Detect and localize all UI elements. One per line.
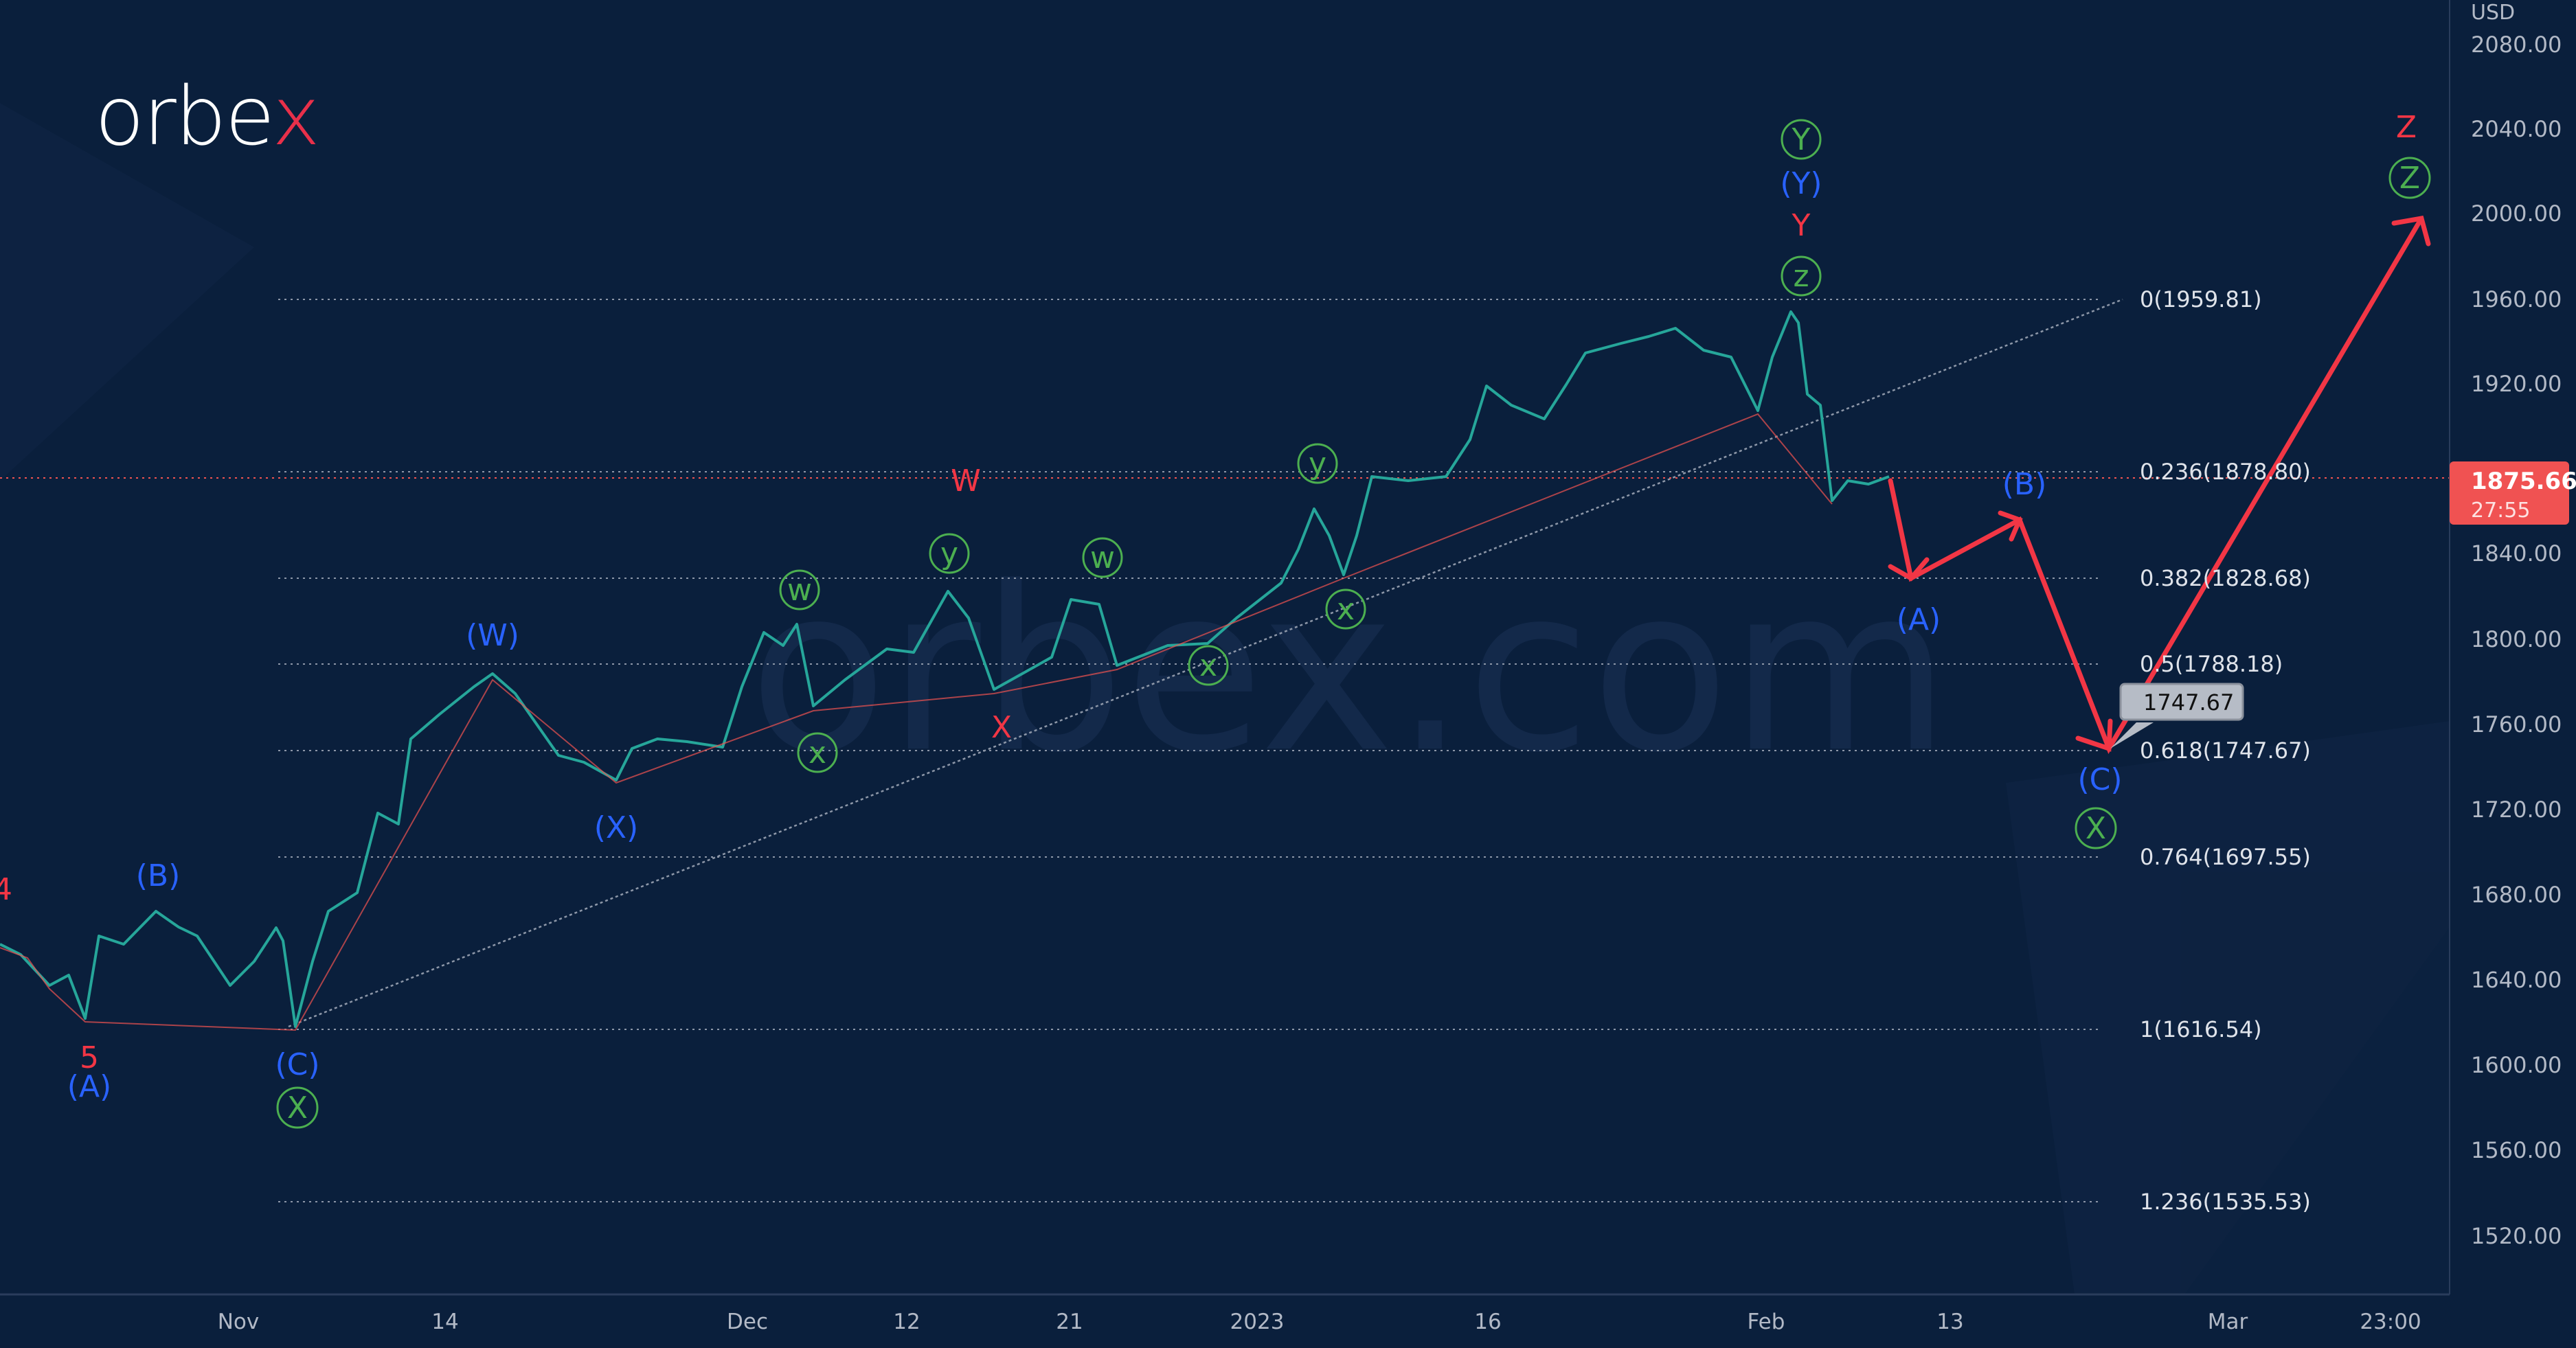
svg-text:1640.00: 1640.00 — [2471, 967, 2562, 993]
price-series-down — [0, 413, 1833, 1031]
wave-labels: 4 5 (A) (B) (C) X (W) (X) w x y W X w x … — [0, 110, 2431, 1129]
wave-label-green-Z: Z — [2399, 161, 2420, 196]
wave-label-y1: y — [940, 536, 958, 571]
svg-text:1560.00: 1560.00 — [2471, 1137, 2562, 1163]
wave-label-x1: x — [809, 735, 826, 770]
current-price-tag: 1875.66 27:55 — [2450, 461, 2576, 525]
svg-text:1720.00: 1720.00 — [2471, 797, 2562, 823]
svg-text:13: 13 — [1936, 1310, 1963, 1334]
bar-countdown: 27:55 — [2471, 499, 2530, 523]
watermark: orbex.com — [749, 538, 1950, 802]
svg-text:Mar: Mar — [2208, 1310, 2248, 1334]
wave-label-blue-Y: (Y) — [1780, 166, 1822, 201]
wave-label-A: (A) — [67, 1069, 111, 1104]
wave-label-B: (B) — [136, 858, 181, 893]
svg-text:1960.00: 1960.00 — [2471, 286, 2562, 312]
wave-label-forecast-B: (B) — [2002, 467, 2047, 502]
svg-text:2080.00: 2080.00 — [2471, 32, 2562, 58]
fib-label-1236: 1.236(1535.53) — [2140, 1189, 2311, 1215]
wave-label-w2: w — [1090, 540, 1115, 575]
wave-label-green-Y: Y — [1792, 122, 1811, 157]
target-callout-text: 1747.67 — [2143, 689, 2234, 716]
wave-label-red-X: X — [991, 710, 1012, 745]
svg-text:14: 14 — [431, 1310, 458, 1334]
wave-label-y2: y — [1309, 446, 1326, 481]
wave-label-W: (W) — [466, 618, 519, 653]
target-callout: 1747.67 — [2110, 683, 2244, 749]
wave-label-w1: w — [787, 573, 812, 608]
forecast-arrows — [1888, 216, 2431, 754]
background-decoration — [0, 103, 2450, 1294]
wave-label-X: (X) — [594, 810, 638, 845]
svg-text:23:00: 23:00 — [2360, 1310, 2421, 1334]
svg-text:16: 16 — [1474, 1310, 1501, 1334]
svg-text:1680.00: 1680.00 — [2471, 882, 2562, 908]
wave-label-forecast-A: (A) — [1897, 602, 1941, 637]
svg-text:21: 21 — [1056, 1310, 1083, 1334]
fib-label-0236: 0.236(1878.80) — [2140, 459, 2311, 485]
svg-text:1920.00: 1920.00 — [2471, 371, 2562, 397]
price-axis[interactable]: USD 2080.00 2040.00 2000.00 1960.00 1920… — [2471, 1, 2562, 1249]
fib-label-0: 0(1959.81) — [2140, 286, 2262, 312]
currency-label: USD — [2471, 1, 2515, 25]
fib-label-0618: 0.618(1747.67) — [2140, 738, 2311, 764]
orbex-logo: orbex — [95, 69, 320, 163]
svg-text:1840.00: 1840.00 — [2471, 540, 2562, 567]
price-series — [0, 310, 1890, 1028]
fib-lines — [278, 299, 2102, 1202]
time-axis[interactable]: Nov 14 Dec 12 21 2023 16 Feb 13 Mar 23:0… — [218, 1310, 2421, 1334]
logo-text: orbe — [95, 69, 273, 163]
wave-label-4: 4 — [0, 872, 12, 907]
current-price-value: 1875.66 — [2471, 468, 2576, 495]
wave-label-forecast-X: X — [2086, 811, 2106, 846]
wave-label-x2: x — [1199, 648, 1217, 683]
svg-text:1600.00: 1600.00 — [2471, 1052, 2562, 1078]
svg-text:Feb: Feb — [1748, 1310, 1785, 1334]
svg-text:2023: 2023 — [1230, 1310, 1285, 1334]
wave-label-X-circled: X — [287, 1090, 308, 1126]
wave-label-C: (C) — [275, 1047, 319, 1082]
svg-text:1520.00: 1520.00 — [2471, 1223, 2562, 1249]
trendline[interactable] — [288, 298, 2123, 1028]
svg-text:1760.00: 1760.00 — [2471, 711, 2562, 738]
svg-text:Nov: Nov — [218, 1310, 260, 1334]
wave-label-z: z — [1793, 259, 1809, 294]
fib-label-0382: 0.382(1828.68) — [2140, 565, 2311, 591]
wave-label-red-W: W — [951, 464, 981, 499]
fib-label-05: 0.5(1788.18) — [2140, 651, 2283, 677]
wave-label-5: 5 — [80, 1040, 99, 1075]
wave-label-x3: x — [1337, 592, 1355, 627]
fib-label-1: 1(1616.54) — [2140, 1016, 2262, 1042]
svg-text:2040.00: 2040.00 — [2471, 116, 2562, 142]
svg-text:1800.00: 1800.00 — [2471, 626, 2562, 652]
fib-label-0764: 0.764(1697.55) — [2140, 844, 2311, 870]
wave-label-forecast-C: (C) — [2077, 762, 2122, 797]
wave-label-red-Z: Z — [2396, 110, 2417, 145]
logo-x-mark: x — [272, 69, 320, 163]
fib-labels: 0(1959.81) 0.236(1878.80) 0.382(1828.68)… — [2140, 286, 2311, 1215]
svg-text:12: 12 — [893, 1310, 920, 1334]
svg-text:Dec: Dec — [727, 1310, 768, 1334]
wave-label-red-Y: Y — [1792, 208, 1811, 243]
svg-text:2000.00: 2000.00 — [2471, 201, 2562, 227]
